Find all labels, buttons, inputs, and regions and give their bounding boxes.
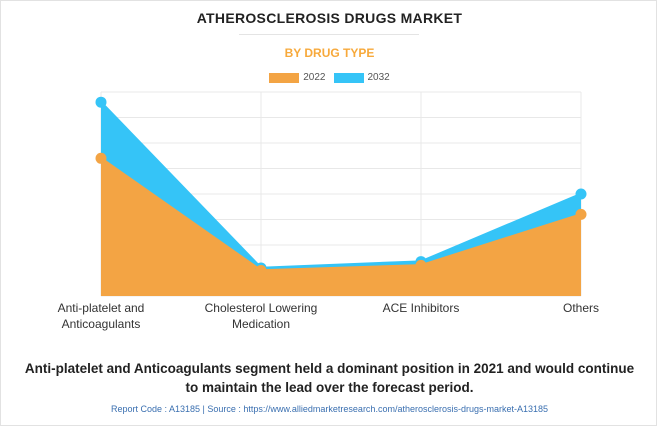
line-series-2022 [100, 157, 582, 272]
x-tick-label-3: Others [563, 301, 599, 315]
x-tick-label-2: ACE Inhibitors [383, 301, 460, 315]
point-2032-3 [575, 188, 587, 200]
chart-caption: Anti-platelet and Anticoagulants segment… [24, 361, 635, 395]
point-2032-0 [95, 96, 107, 108]
title-divider [239, 34, 419, 35]
point-2022-3 [575, 208, 587, 220]
legend-label-2032: 2032 [367, 72, 390, 83]
point-2022-0 [95, 152, 107, 164]
point-2022-1 [255, 265, 267, 276]
chart-subtitle: BY DRUG TYPE [284, 46, 375, 60]
x-tick-label-0: Anti-platelet and Anticoagulants [58, 301, 145, 331]
legend-item-2022[interactable]: 2022 [269, 72, 326, 83]
chart-legend: 2022 2032 [1, 72, 657, 83]
area-series-2022 [101, 158, 581, 296]
legend-item-2032[interactable]: 2032 [333, 72, 390, 83]
legend-swatch-2022 [269, 72, 300, 83]
report-source[interactable]: Report Code : A13185 | Source : https://… [110, 404, 549, 414]
x-tick-label-1: Cholesterol Lowering Medication [205, 301, 318, 331]
point-2022-2 [415, 259, 427, 271]
chart-title: ATHEROSCLEROSIS DRUGS MARKET [196, 10, 463, 26]
line-series-2032 [100, 101, 582, 270]
legend-label-2022: 2022 [303, 72, 326, 83]
legend-swatch-2032 [333, 72, 364, 83]
